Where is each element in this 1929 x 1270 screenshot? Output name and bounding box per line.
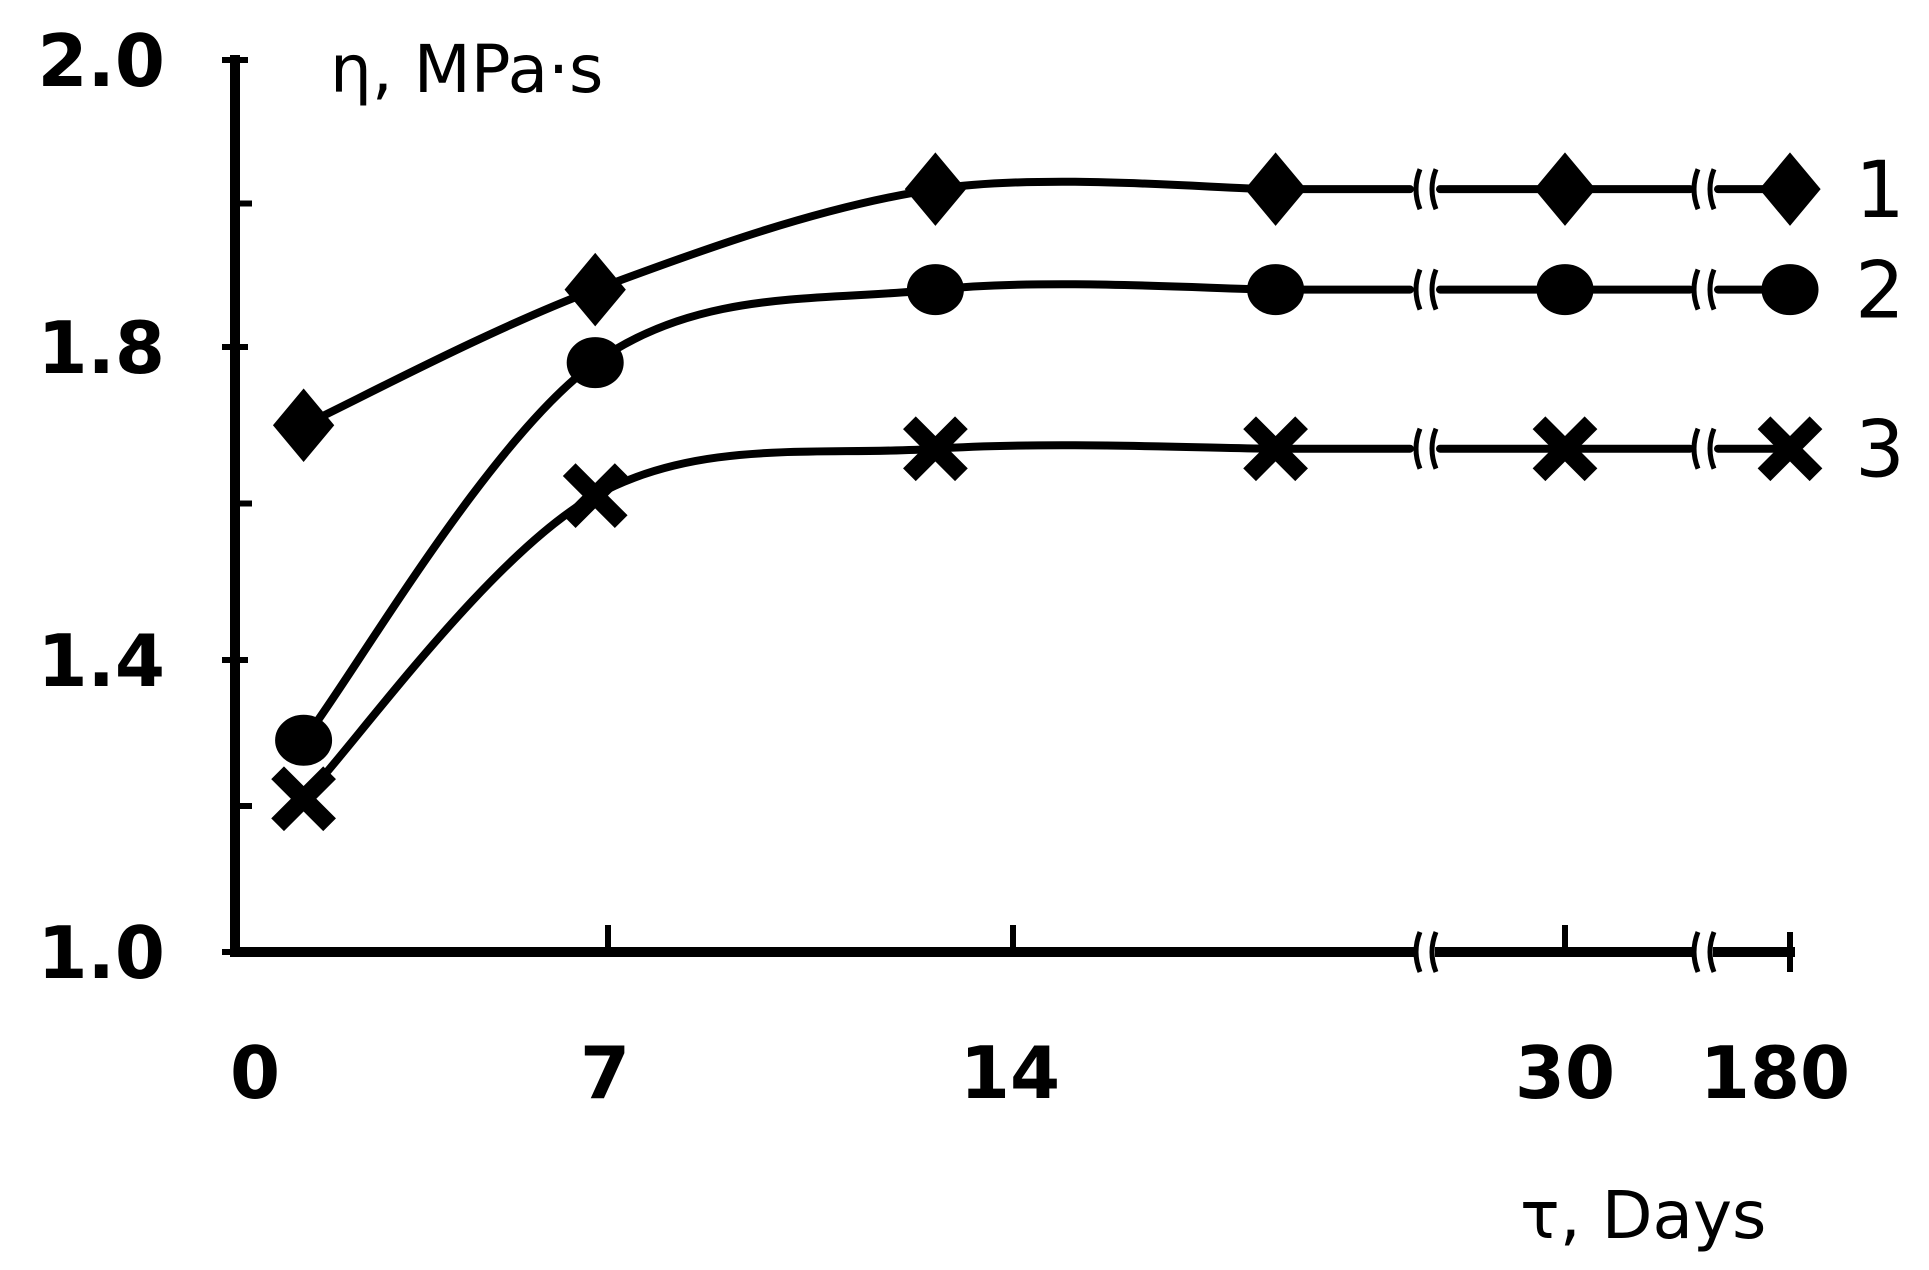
series-labels: 1 2 3 [1855, 146, 1905, 496]
y-axis-label: η, MPa·s [330, 31, 603, 108]
axis-break-mark [1691, 931, 1701, 973]
axis-break-mark [1707, 931, 1717, 973]
series-1-point [1759, 152, 1821, 226]
axis-break-mark [1707, 427, 1717, 470]
series-2-point [1536, 264, 1594, 316]
series-label-2: 2 [1855, 247, 1905, 337]
series-2-line [299, 280, 1414, 745]
y-tick-label: 1.0 [37, 911, 165, 995]
axis-break-mark [1707, 168, 1717, 211]
series-3-line [299, 441, 1414, 803]
axis-break-mark [1707, 268, 1717, 311]
series-1-point [272, 388, 335, 463]
axis-break-mark [1691, 168, 1701, 211]
y-tick-label: 1.8 [37, 306, 165, 390]
axis-break-mark [1691, 427, 1701, 470]
series-1-point [1534, 152, 1596, 226]
x-tick-label: 180 [1700, 1031, 1850, 1115]
axis-break-mark [1429, 931, 1439, 973]
series-1-point [564, 252, 626, 327]
series-2-point [1761, 264, 1819, 316]
series-3-point [1532, 416, 1598, 482]
axis-break-mark [1413, 168, 1423, 211]
axis-break-mark [1413, 268, 1423, 311]
series-3-point [562, 463, 628, 529]
series-3-point [1243, 416, 1308, 482]
y-tick-label: 2.0 [37, 19, 165, 103]
x-tick-label: 0 [230, 1031, 280, 1115]
series-2-point [275, 714, 333, 766]
axis-break-mark [1413, 427, 1423, 470]
x-tick-label: 30 [1515, 1031, 1615, 1115]
series-2-point [1247, 264, 1305, 316]
series-1-point [904, 152, 967, 226]
y-ticks: 2.0 1.8 1.4 1.0 [37, 19, 252, 995]
x-axis-label: τ, Days [1520, 1177, 1766, 1254]
y-tick-label: 1.4 [37, 619, 165, 703]
x-ticks: 0 7 14 30 180 [230, 925, 1850, 1115]
axis-break-mark [1429, 268, 1439, 311]
series-3-point [271, 766, 336, 832]
axis-break-mark [1413, 931, 1423, 973]
axis-break-mark [1429, 168, 1439, 211]
series-2-point [906, 264, 964, 316]
axis-breaks [1413, 168, 1717, 973]
series-markers [271, 152, 1823, 832]
series-3-point [1757, 416, 1823, 482]
x-tick-label: 7 [580, 1031, 630, 1115]
series-label-3: 3 [1855, 406, 1905, 496]
series-2-point [566, 337, 624, 389]
series-1-point [1244, 152, 1307, 226]
series-1-line [299, 177, 1414, 430]
series-label-1: 1 [1855, 146, 1905, 236]
axis-break-mark [1691, 268, 1701, 311]
axis-break-mark [1429, 427, 1439, 470]
x-tick-label: 14 [960, 1031, 1060, 1115]
series-3-point [903, 416, 968, 482]
